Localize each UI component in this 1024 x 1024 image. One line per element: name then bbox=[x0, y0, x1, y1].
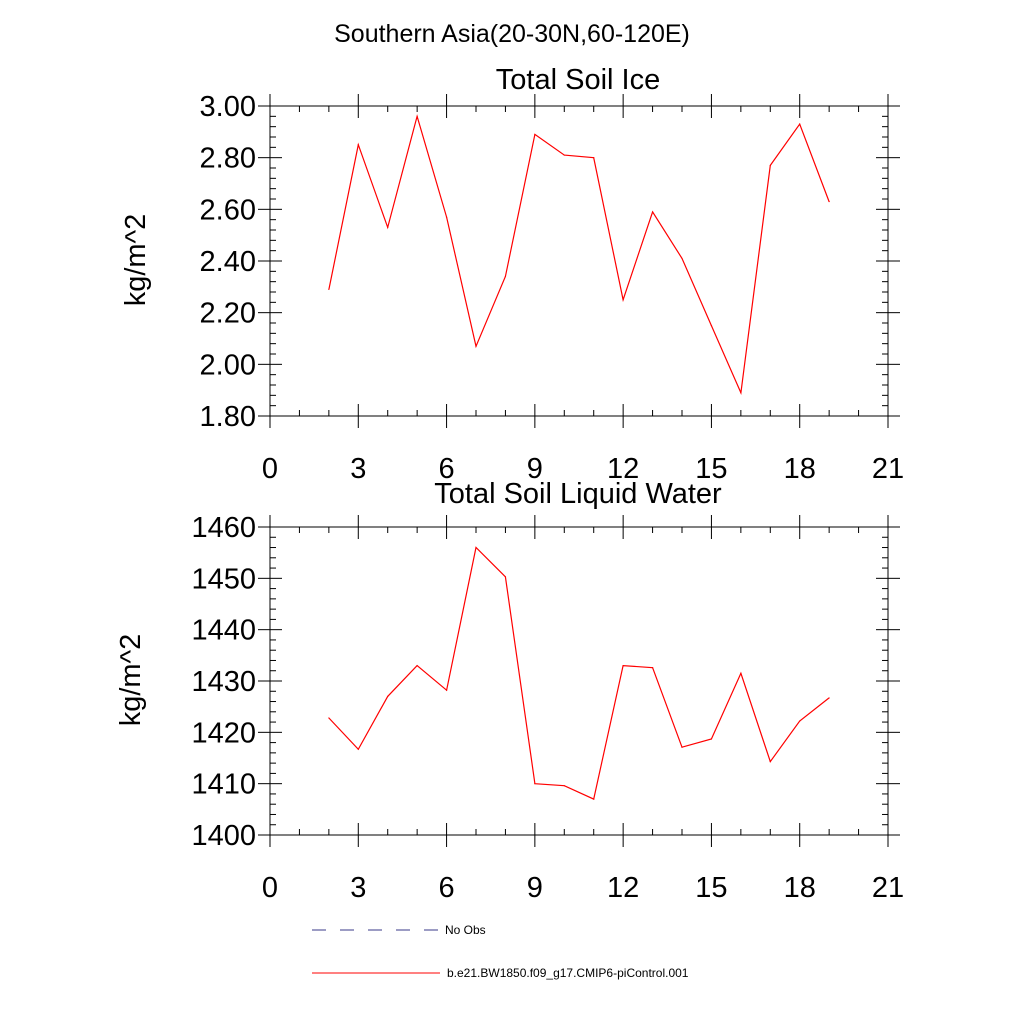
data-point bbox=[681, 257, 683, 260]
x-tick-label: 21 bbox=[872, 453, 904, 485]
x-tick-label: 0 bbox=[262, 453, 278, 485]
x-tick-label: 15 bbox=[695, 872, 727, 904]
y-tick-label: 1420 bbox=[191, 717, 256, 749]
data-point bbox=[769, 760, 771, 763]
x-tick-label: 6 bbox=[439, 453, 455, 485]
suptitle: Southern Asia(20-30N,60-120E) bbox=[334, 20, 690, 48]
data-point bbox=[357, 144, 359, 146]
x-tick-label: 15 bbox=[695, 453, 727, 485]
data-point bbox=[740, 392, 742, 394]
y-axis-label: kg/m^2 bbox=[120, 214, 152, 307]
y-tick-label: 2.40 bbox=[200, 246, 256, 278]
x-tick-label: 12 bbox=[607, 872, 639, 904]
y-tick-label: 2.20 bbox=[200, 298, 256, 330]
x-tick-label: 18 bbox=[784, 872, 816, 904]
panel-total-soil-liquid-water: Total Soil Liquid Water kg/m^2 0 3 6 9 12 15 1… bbox=[115, 478, 904, 904]
data-point bbox=[504, 275, 507, 278]
y-tick-label: 1440 bbox=[191, 615, 256, 647]
y-tick-label: 2.80 bbox=[200, 143, 256, 175]
data-point bbox=[681, 746, 683, 748]
x-tick-label: 9 bbox=[527, 872, 543, 904]
data-point bbox=[651, 211, 654, 213]
x-tick-label: 3 bbox=[350, 872, 366, 904]
plot-frame bbox=[269, 105, 889, 417]
legend-obs-label: No Obs bbox=[445, 923, 486, 937]
data-point bbox=[651, 667, 654, 669]
y-tick-label: 3.00 bbox=[200, 91, 256, 123]
x-tick-label: 6 bbox=[439, 872, 455, 904]
plot-frame bbox=[269, 526, 889, 836]
data-point bbox=[387, 695, 389, 698]
data-point bbox=[534, 783, 536, 785]
data-point bbox=[828, 200, 830, 203]
data-point bbox=[387, 226, 389, 229]
x-tick-label: 21 bbox=[872, 872, 904, 904]
data-point bbox=[475, 345, 477, 347]
data-point bbox=[769, 164, 771, 167]
data-point bbox=[357, 748, 359, 750]
data-point bbox=[445, 689, 448, 691]
y-tick-label: 2.00 bbox=[200, 349, 256, 381]
x-tick-label: 18 bbox=[784, 453, 816, 485]
data-point bbox=[799, 123, 801, 125]
data-point bbox=[622, 299, 624, 301]
data-point bbox=[504, 576, 507, 578]
y-axis-label: kg/m^2 bbox=[115, 634, 147, 727]
x-tick-label: 9 bbox=[527, 453, 543, 485]
data-point bbox=[416, 665, 418, 667]
data-point bbox=[710, 738, 713, 740]
chart-title: Total Soil Ice bbox=[496, 64, 660, 96]
data-point bbox=[534, 133, 536, 136]
data-point bbox=[563, 785, 565, 787]
data-point bbox=[799, 720, 801, 722]
data-point bbox=[710, 324, 713, 327]
data-point bbox=[416, 115, 418, 117]
x-tick-label: 3 bbox=[350, 453, 366, 485]
data-point bbox=[563, 154, 565, 156]
y-tick-label: 1460 bbox=[191, 512, 256, 544]
data-point bbox=[475, 546, 477, 549]
series-line bbox=[328, 114, 830, 396]
y-tick-label: 2.60 bbox=[200, 194, 256, 226]
y-tick-label: 1410 bbox=[191, 769, 256, 801]
data-point bbox=[740, 672, 742, 674]
legend: No Obs b.e21.BW1850.f09_g17.CMIP6-piCont… bbox=[312, 923, 689, 980]
series-line bbox=[328, 546, 830, 800]
data-point bbox=[593, 798, 595, 800]
panel-total-soil-ice: Total Soil Ice kg/m^2 0 3 6 9 12 15 18 21 1.80 2.… bbox=[120, 64, 904, 485]
y-tick-label: 1450 bbox=[191, 563, 256, 595]
y-tick-label: 1400 bbox=[191, 820, 256, 852]
x-tick-label: 12 bbox=[607, 453, 639, 485]
data-point bbox=[828, 697, 830, 699]
y-tick-label: 1.80 bbox=[200, 401, 256, 433]
data-point bbox=[622, 665, 624, 667]
data-point bbox=[593, 157, 595, 159]
data-point bbox=[445, 216, 448, 218]
data-point bbox=[328, 288, 330, 291]
x-tick-label: 0 bbox=[262, 872, 278, 904]
legend-model-label: b.e21.BW1850.f09_g17.CMIP6-piControl.001 bbox=[447, 966, 689, 980]
y-tick-label: 1430 bbox=[191, 666, 256, 698]
chart-title: Total Soil Liquid Water bbox=[434, 478, 722, 510]
data-point bbox=[328, 717, 330, 719]
